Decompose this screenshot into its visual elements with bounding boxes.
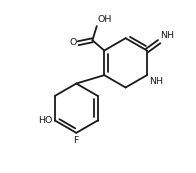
Text: OH: OH (98, 15, 112, 24)
Text: NH: NH (149, 77, 163, 86)
Text: F: F (74, 136, 79, 145)
Text: NH: NH (160, 31, 174, 40)
Text: O: O (69, 38, 76, 47)
Text: HO: HO (38, 116, 53, 125)
